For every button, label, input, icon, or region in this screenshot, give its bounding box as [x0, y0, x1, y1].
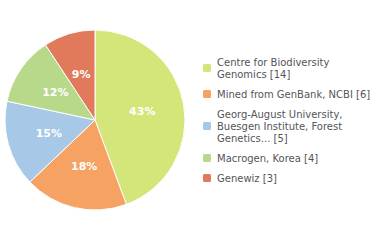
svg-text:15%: 15%: [36, 127, 62, 140]
svg-text:Genetics... [5]: Genetics... [5]: [217, 133, 288, 144]
svg-text:43%: 43%: [129, 105, 155, 118]
svg-text:9%: 9%: [72, 68, 91, 81]
svg-text:18%: 18%: [71, 160, 97, 173]
svg-text:Genewiz [3]: Genewiz [3]: [217, 173, 277, 184]
svg-text:Macrogen, Korea [4]: Macrogen, Korea [4]: [217, 153, 318, 164]
svg-text:Centre for Biodiversity: Centre for Biodiversity: [217, 57, 330, 68]
svg-text:12%: 12%: [42, 86, 68, 99]
svg-text:Buesgen Institute, Forest: Buesgen Institute, Forest: [217, 121, 342, 132]
svg-text:Genomics [14]: Genomics [14]: [217, 69, 290, 80]
svg-text:Georg-August University,: Georg-August University,: [217, 109, 343, 120]
svg-text:Mined from GenBank, NCBI [6]: Mined from GenBank, NCBI [6]: [217, 89, 370, 100]
